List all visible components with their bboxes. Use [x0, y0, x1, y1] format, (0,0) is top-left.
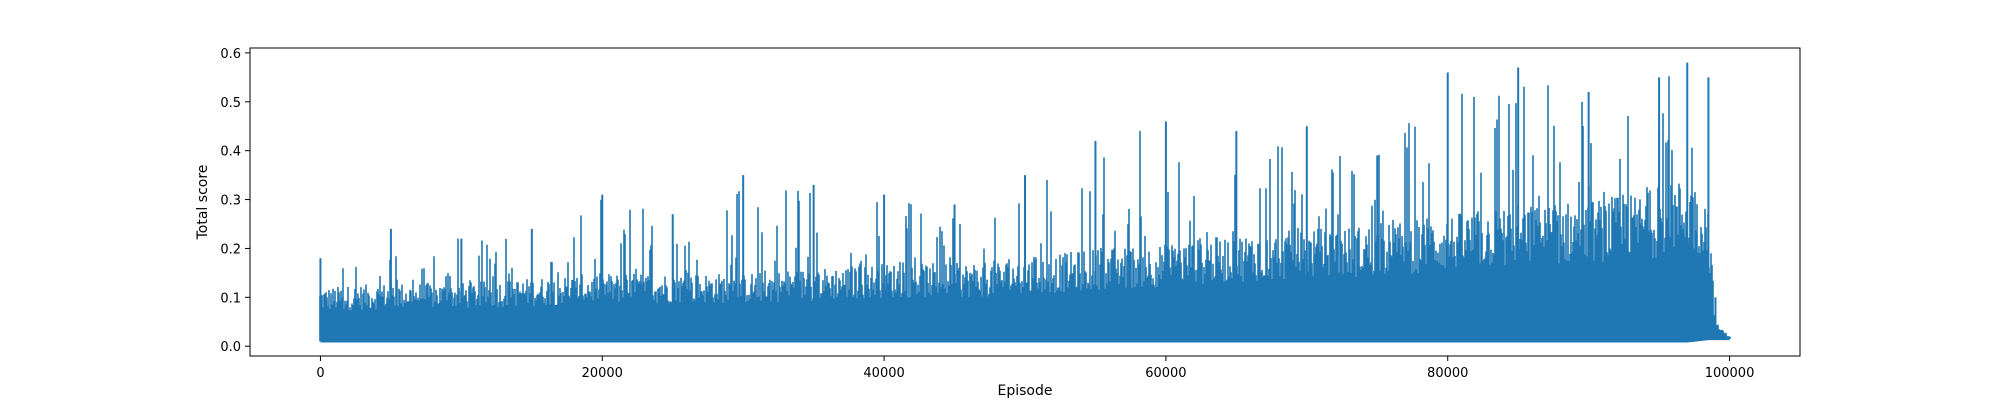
x-tick-label: 20000: [582, 366, 623, 381]
y-tick-label: 0.5: [220, 96, 241, 111]
plot-frame: [249, 47, 1801, 357]
y-axis-label: Total score: [195, 165, 211, 241]
y-tick-label: 0.3: [220, 194, 241, 209]
x-tick-label: 80000: [1427, 366, 1468, 381]
y-tick-label: 0.4: [220, 145, 241, 160]
x-tick-label: 60000: [1145, 366, 1186, 381]
x-axis: 0 20000 40000 60000 80000 100000: [316, 356, 1754, 381]
series-area: [319, 62, 1731, 343]
x-axis-label: Episode: [998, 383, 1053, 399]
y-tick-label: 0.2: [220, 242, 241, 257]
y-tick-label: 0.0: [220, 340, 241, 355]
x-tick-label: 0: [316, 366, 324, 381]
series-baseline: [320, 337, 1730, 343]
y-tick-label: 0.1: [220, 291, 241, 306]
x-tick-label: 100000: [1705, 366, 1755, 381]
y-tick-label: 0.6: [220, 47, 241, 62]
x-tick-label: 40000: [863, 366, 904, 381]
y-axis: 0.0 0.1 0.2 0.3 0.4 0.5 0.6: [220, 47, 250, 355]
